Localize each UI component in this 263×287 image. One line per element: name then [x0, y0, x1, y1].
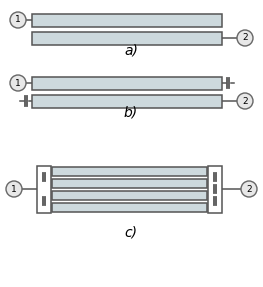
Bar: [37, 166, 51, 212]
Text: 2: 2: [246, 185, 252, 193]
Circle shape: [237, 30, 253, 46]
Text: a): a): [124, 43, 138, 57]
Text: c): c): [124, 226, 138, 240]
Bar: [52, 179, 207, 187]
Text: 1: 1: [15, 79, 21, 88]
Circle shape: [241, 181, 257, 197]
Bar: [32, 13, 222, 26]
Text: 1: 1: [11, 185, 17, 193]
Bar: [208, 166, 222, 212]
Bar: [32, 32, 222, 44]
Bar: [52, 203, 207, 212]
Text: 2: 2: [242, 96, 248, 106]
Circle shape: [10, 12, 26, 28]
Circle shape: [6, 181, 22, 197]
Text: b): b): [124, 106, 138, 120]
Bar: [52, 166, 207, 175]
Bar: [32, 94, 222, 108]
Circle shape: [10, 75, 26, 91]
Bar: [52, 191, 207, 199]
Text: 1: 1: [15, 15, 21, 24]
Text: 2: 2: [242, 34, 248, 42]
Bar: [32, 77, 222, 90]
Circle shape: [237, 93, 253, 109]
